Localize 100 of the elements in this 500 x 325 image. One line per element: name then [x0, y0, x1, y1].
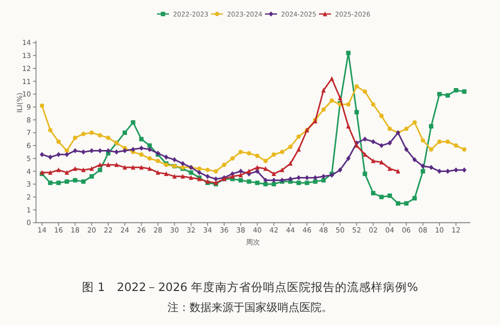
point	[420, 138, 426, 143]
point	[64, 152, 70, 158]
point	[346, 102, 351, 107]
point	[122, 130, 127, 135]
point	[81, 167, 86, 172]
point	[197, 170, 202, 176]
point	[114, 149, 119, 155]
point	[106, 148, 110, 154]
point	[454, 88, 458, 92]
point	[48, 128, 52, 132]
point	[72, 178, 78, 182]
point	[255, 154, 260, 158]
point	[72, 148, 78, 154]
point	[462, 89, 466, 94]
point	[72, 166, 78, 171]
point	[89, 166, 94, 171]
point	[288, 160, 293, 166]
point	[98, 133, 102, 138]
point	[98, 162, 102, 168]
point	[280, 150, 284, 154]
point	[238, 150, 243, 154]
point	[371, 139, 376, 144]
point	[230, 174, 235, 179]
point	[48, 180, 52, 186]
point	[280, 167, 284, 172]
point	[404, 201, 409, 206]
point	[404, 126, 409, 132]
point	[321, 88, 326, 92]
point	[238, 172, 243, 178]
point	[205, 174, 210, 180]
point	[188, 170, 194, 175]
point	[420, 164, 426, 169]
point	[362, 172, 368, 176]
point	[420, 169, 426, 174]
point	[321, 107, 326, 112]
point	[197, 166, 202, 171]
point	[56, 180, 61, 186]
point	[454, 167, 458, 173]
point	[379, 114, 384, 118]
point	[246, 168, 252, 174]
point	[130, 120, 136, 125]
point	[296, 146, 301, 152]
point	[388, 166, 392, 171]
point	[462, 167, 466, 173]
text: 注：数据来源于国家级哨点医院。	[168, 301, 332, 314]
point	[321, 178, 326, 182]
point	[40, 104, 44, 108]
point	[246, 179, 252, 184]
point	[139, 146, 144, 151]
point	[388, 194, 392, 198]
point	[48, 154, 52, 160]
point	[296, 180, 301, 186]
point	[246, 151, 252, 156]
point	[296, 134, 301, 139]
point	[388, 140, 392, 146]
point	[354, 110, 359, 114]
point	[114, 162, 119, 168]
point	[428, 147, 434, 152]
point	[296, 175, 301, 180]
point	[81, 179, 86, 184]
point	[412, 196, 417, 200]
point	[230, 156, 235, 161]
point	[362, 152, 368, 157]
point	[412, 157, 417, 162]
point	[313, 175, 318, 180]
point	[122, 164, 127, 170]
point	[147, 156, 152, 161]
point	[437, 140, 442, 144]
point	[81, 132, 86, 136]
point	[122, 148, 127, 154]
point	[130, 164, 136, 170]
point	[263, 178, 268, 183]
point	[362, 89, 368, 94]
point	[379, 160, 384, 164]
point	[263, 166, 268, 171]
point	[214, 176, 218, 182]
point	[379, 142, 384, 148]
point	[272, 182, 276, 186]
point	[446, 140, 450, 144]
point	[56, 152, 61, 158]
point	[89, 148, 94, 154]
point	[106, 136, 110, 140]
point	[172, 174, 177, 179]
point	[139, 136, 144, 142]
point	[172, 157, 177, 162]
text: 图 1 2022－2026 年度南方省份哨点医院报告的流感样病例%	[82, 280, 418, 294]
point	[205, 168, 210, 172]
point	[147, 146, 152, 152]
point	[263, 158, 268, 164]
point	[462, 147, 466, 152]
point	[164, 171, 168, 176]
point	[354, 84, 359, 89]
point	[338, 167, 342, 173]
point	[321, 174, 326, 180]
point	[238, 168, 243, 174]
point	[89, 174, 94, 179]
point	[130, 146, 136, 152]
point	[180, 160, 185, 166]
point	[214, 169, 218, 174]
point	[56, 167, 61, 172]
